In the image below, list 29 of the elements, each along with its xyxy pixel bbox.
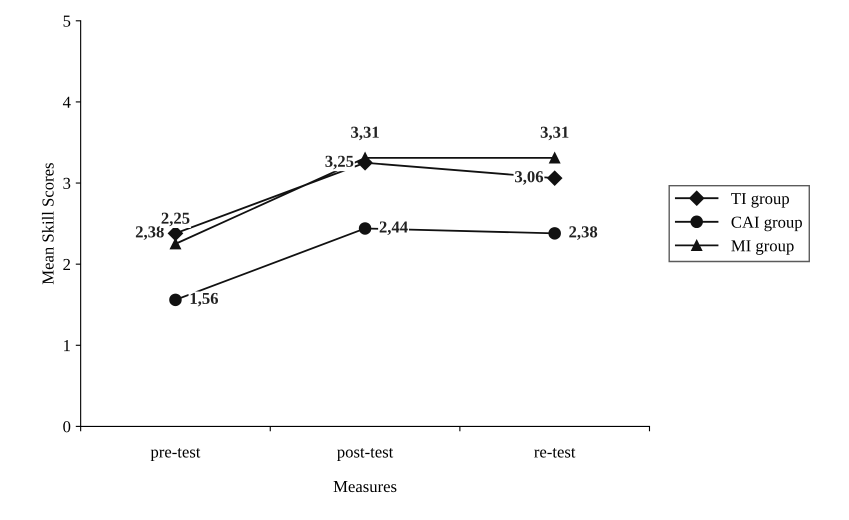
x-tick-label: pre-test	[150, 448, 200, 461]
point	[549, 152, 560, 164]
legend-label: MI group	[731, 240, 794, 255]
x-axis-title: Measures	[334, 481, 396, 492]
legend-label: TI group	[731, 193, 789, 208]
y-tick-label: 4	[62, 96, 71, 108]
point	[547, 170, 562, 186]
y-tick-label: 0	[63, 421, 70, 432]
data-label: 3,06	[515, 171, 544, 185]
data-label: 1,56	[190, 292, 218, 306]
y-tick-label: 1	[64, 340, 70, 352]
data-label: 3,31	[351, 126, 379, 140]
point	[169, 294, 182, 306]
y-axis-title: Mean Skill Scores	[42, 163, 54, 284]
data-label: 3,31	[540, 126, 568, 140]
data-label: 3,25	[325, 156, 354, 170]
data-label: 2,38	[569, 226, 598, 240]
data-label: 2,38	[136, 226, 164, 240]
data-label: 2,44	[380, 221, 408, 236]
point	[170, 238, 182, 250]
data-label: 2,25	[162, 212, 190, 226]
y-tick-label: 5	[64, 16, 70, 27]
point	[358, 222, 372, 235]
point	[548, 227, 561, 240]
legend-label: CAI group	[732, 216, 802, 232]
x-tick-label: post-test	[337, 448, 394, 461]
x-tick-label: re-test	[534, 448, 576, 458]
y-tick-label: 2	[63, 258, 70, 270]
y-tick-label: 3	[63, 178, 70, 189]
